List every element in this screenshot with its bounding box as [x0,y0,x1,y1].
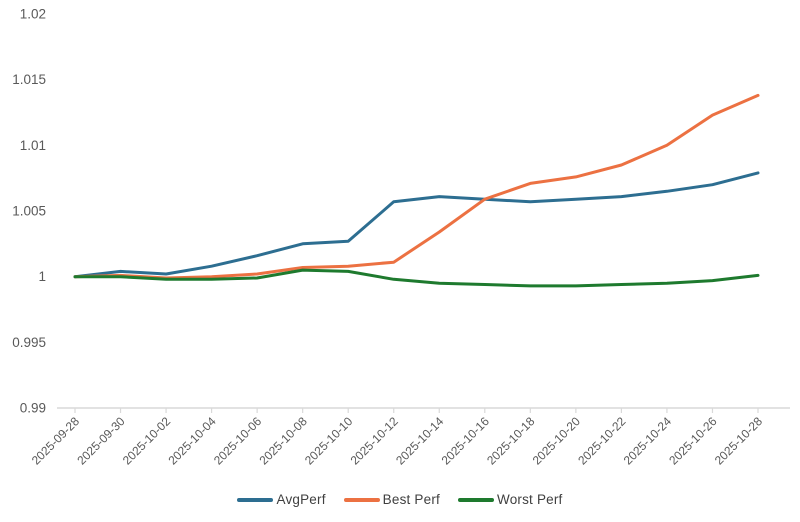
legend-item-best-perf: Best Perf [343,492,440,507]
legend-label: Worst Perf [497,492,563,507]
series-line-worst-perf [73,268,760,288]
x-axis-tick-label: 2025-10-06 [211,414,265,468]
legend-label: Best Perf [382,492,440,507]
x-axis-tick-label: 2025-10-02 [120,414,174,468]
x-axis-tick-label: 2025-10-24 [621,414,675,468]
x-axis-tick-label: 2025-10-18 [484,414,538,468]
y-axis-tick-label: 1.01 [20,138,46,153]
x-axis-tick-label: 2025-09-30 [74,414,128,468]
chart-legend: AvgPerf Best Perf Worst Perf [0,492,800,507]
y-axis-tick-label: 1 [38,269,46,284]
x-axis-tick-label: 2025-10-16 [439,414,493,468]
legend-item-worst-perf: Worst Perf [458,492,563,507]
x-axis-tick-label: 2025-10-12 [348,414,402,468]
x-axis-tick-label: 2025-10-04 [165,414,219,468]
series-line-best-perf [73,93,760,280]
series-line-avgperf [73,171,760,279]
y-axis-tick-label: 1.02 [20,7,46,22]
legend-swatch-icon [343,497,380,502]
x-axis-tick-label: 2025-10-26 [666,414,720,468]
x-axis-tick-label: 2025-10-08 [256,414,310,468]
y-axis-tick-label: 0.995 [12,335,46,350]
legend-item-avgperf: AvgPerf [237,492,325,507]
x-axis-tick-label: 2025-10-10 [302,414,356,468]
x-axis-tick-label: 2025-10-28 [712,414,766,468]
legend-label: AvgPerf [276,492,326,507]
x-axis-tick-label: 2025-10-14 [393,414,447,468]
y-axis-tick-label: 0.99 [20,401,46,416]
x-axis-tick-label: 2025-09-28 [29,414,83,468]
x-axis-tick-label: 2025-10-22 [575,414,629,468]
chart-canvas: 0.990.99511.0051.011.0151.022025-09-2820… [12,7,790,468]
legend-swatch-icon [458,497,494,502]
legend-swatch-icon [237,497,274,502]
y-axis-tick-label: 1.015 [12,72,46,87]
x-axis-tick-label: 2025-10-20 [530,414,584,468]
y-axis-tick-label: 1.005 [12,204,46,219]
